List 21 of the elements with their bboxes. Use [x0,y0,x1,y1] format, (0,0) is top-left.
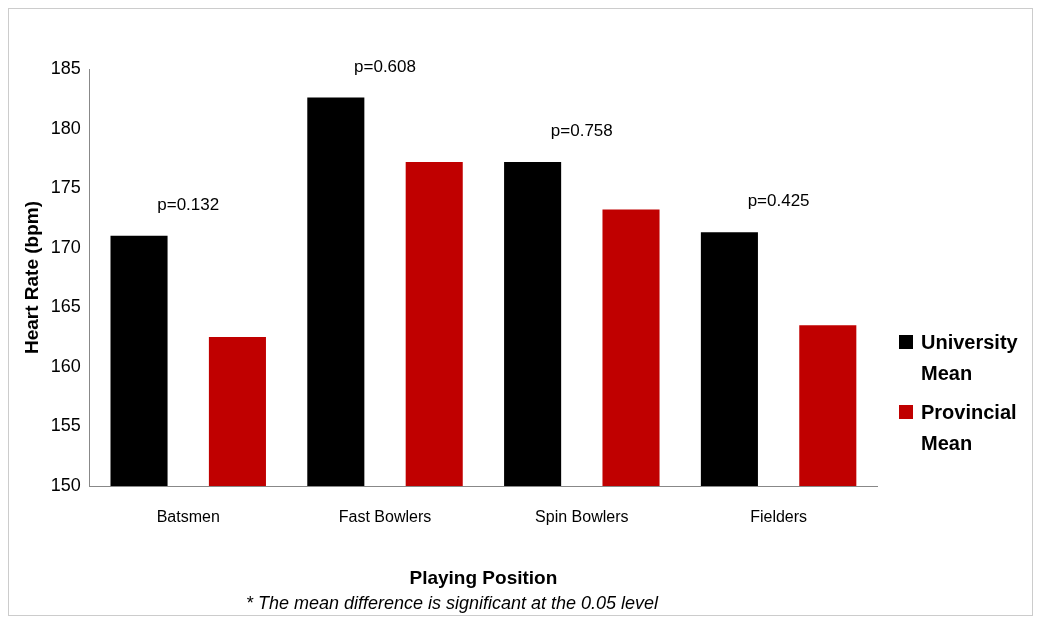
y-tick-label: 155 [50,415,81,436]
legend-label: University Mean [921,330,1019,386]
x-tick-label: Spin Bowlers [535,508,629,526]
y-tick-label: 185 [50,57,81,78]
y-tick-label: 175 [50,177,81,198]
y-axis-title: Heart Rate (bpm) [20,200,42,355]
y-tick-label: 170 [50,236,81,257]
legend-label: Provincial Mean [921,400,1018,456]
y-tick-label: 165 [50,296,81,317]
x-tick-label: Fielders [750,508,808,526]
annotation: p=0.425 [747,191,810,211]
y-tick-label: 150 [50,474,81,495]
text: * The mean difference is significant at the 0.05 level [244,593,660,614]
annotation: p=0.132 [157,194,220,214]
x-tick-label: Fast Bowlers [338,508,432,526]
annotation: p=0.608 [354,56,416,76]
y-tick-label: 180 [50,117,81,138]
x-tick-label: Batsmen [156,508,220,526]
x-axis-title: Playing Position [409,566,558,588]
annotation: p=0.758 [550,121,613,141]
y-tick-label: 160 [50,355,81,376]
